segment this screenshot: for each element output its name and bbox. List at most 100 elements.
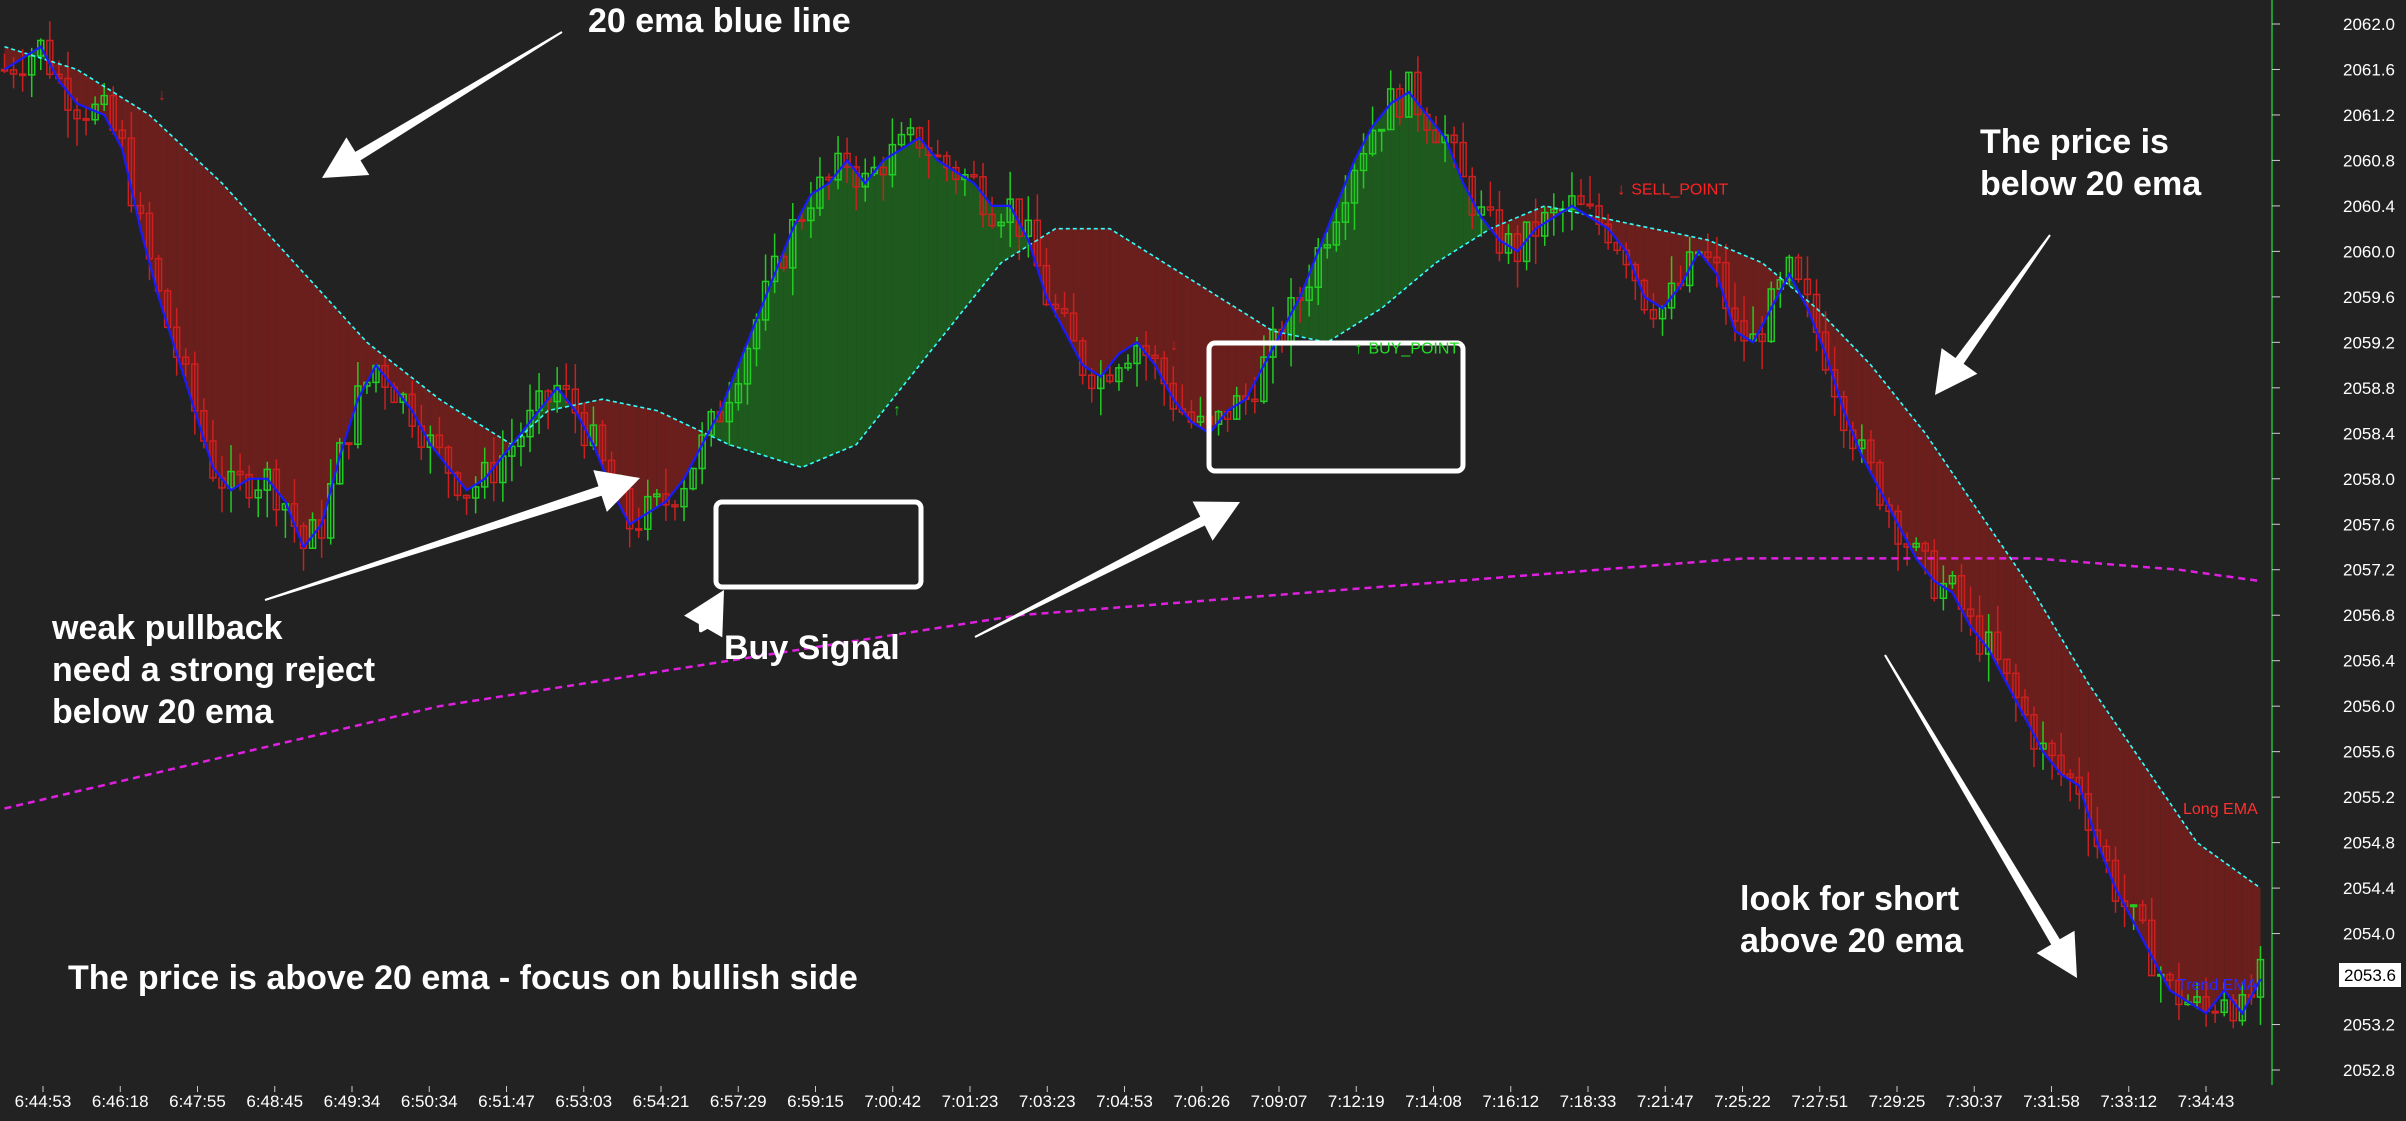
x-tick-label: 7:31:58: [2023, 1092, 2080, 1111]
candle-body: [2202, 996, 2210, 1013]
band-segment: [1390, 97, 1400, 301]
band-segment: [774, 251, 784, 462]
x-tick-label: 7:09:07: [1251, 1092, 1308, 1111]
buy-signal-box-1: [713, 499, 924, 590]
candle-body: [82, 117, 90, 121]
candle-body: [671, 504, 679, 508]
annotation-look-for-short: look for short above 20 ema: [1740, 880, 1964, 960]
band-segment: [1653, 228, 1663, 309]
x-tick-label: 7:14:08: [1405, 1092, 1462, 1111]
candle-body: [1586, 203, 1594, 207]
candle-body: [725, 401, 734, 423]
candle-body: [272, 468, 281, 511]
band-segment: [1626, 222, 1636, 275]
band-segment: [167, 132, 177, 354]
candle-body: [1722, 261, 1730, 310]
y-tick-label: 2055.6: [2343, 743, 2395, 762]
candle-body: [743, 347, 752, 385]
band-segment: [1861, 355, 1871, 474]
candle-body: [1069, 312, 1078, 342]
candle-body: [73, 109, 81, 120]
candle-body: [254, 489, 262, 499]
candle-body: [1314, 247, 1322, 289]
candle-body: [345, 442, 353, 446]
candle-body: [979, 176, 987, 216]
band-segment: [883, 154, 893, 411]
band-segment: [221, 183, 232, 491]
band-segment: [339, 312, 349, 457]
y-tick-label: 2060.0: [2343, 242, 2395, 261]
band-segment: [1644, 226, 1654, 303]
candle-body: [1830, 369, 1839, 398]
band-segment: [1961, 486, 1971, 627]
candle-body: [1332, 221, 1341, 246]
band-segment: [674, 419, 685, 491]
band-segment: [13, 49, 23, 64]
buy-signal-box-2: [1206, 340, 1466, 474]
candle-body: [1912, 542, 1920, 548]
candle-body: [580, 412, 589, 447]
band-segment: [1916, 421, 1926, 570]
x-tick-label: 6:57:29: [710, 1092, 767, 1111]
band-segment: [2142, 763, 2152, 957]
band-segment: [1191, 279, 1201, 428]
candle-body: [1649, 308, 1658, 320]
band-segment: [1155, 257, 1165, 383]
candle-body: [1522, 221, 1531, 263]
y-tick-label: 2056.4: [2343, 652, 2395, 671]
band-segment: [2006, 552, 2016, 701]
band-segment: [638, 406, 648, 519]
band-segment: [765, 274, 775, 459]
candle-body: [888, 143, 897, 176]
candle-body: [1984, 631, 1993, 655]
band-segment: [2106, 709, 2116, 889]
x-tick-label: 6:53:03: [555, 1092, 612, 1111]
x-tick-label: 7:01:23: [942, 1092, 999, 1111]
candle-body: [326, 483, 335, 539]
long-ema-label: Long EMA: [2183, 801, 2258, 818]
band-segment: [702, 427, 712, 445]
band-segment: [240, 203, 250, 485]
band-segment: [756, 296, 766, 457]
candle-body: [408, 393, 416, 427]
x-tick-label: 7:34:43: [2178, 1092, 2235, 1111]
signal-markers: ↓ SELL_POINT ↑ BUY_POINT ↓ ↓ ↑: [158, 87, 1728, 419]
x-tick-label: 7:06:26: [1173, 1092, 1230, 1111]
band-segment: [1146, 251, 1156, 366]
candle-body: [2129, 904, 2138, 908]
x-tick-label: 6:51:47: [478, 1092, 535, 1111]
candle-body: [181, 356, 190, 365]
band-segment: [955, 171, 965, 320]
band-segment: [1336, 183, 1346, 337]
band-segment: [2052, 622, 2062, 775]
annotation-weak-pullback: weak pullback need a strong reject below…: [52, 609, 376, 731]
band-segment: [2033, 592, 2044, 752]
candle-body: [843, 152, 851, 168]
band-segment: [1436, 126, 1446, 263]
band-segment: [928, 149, 938, 354]
candle-body: [1124, 362, 1132, 369]
band-segment: [1852, 346, 1862, 457]
candle-body: [1948, 574, 1957, 585]
candle-body: [1685, 251, 1694, 287]
candle-body: [1133, 345, 1141, 365]
band-segment: [2043, 607, 2053, 764]
band-segment: [1426, 114, 1437, 271]
band-segment: [412, 377, 422, 428]
band-segment: [1001, 205, 1011, 263]
band-segment: [1943, 459, 1953, 593]
band-segment: [810, 188, 820, 464]
band-segment: [838, 160, 848, 453]
candle-body: [1459, 141, 1467, 178]
band-segment: [1979, 512, 1989, 650]
band-segment: [856, 171, 866, 445]
y-tick-label: 2062.0: [2343, 15, 2395, 34]
candle-body: [625, 488, 634, 530]
candle-body: [1713, 256, 1721, 264]
buy-point-label: BUY_POINT: [1368, 341, 1459, 358]
annotation-ema-blue-line: 20 ema blue line: [588, 2, 851, 40]
band-segment: [203, 166, 213, 468]
band-segment: [2224, 862, 2234, 1002]
y-tick-label: 2059.6: [2343, 288, 2395, 307]
